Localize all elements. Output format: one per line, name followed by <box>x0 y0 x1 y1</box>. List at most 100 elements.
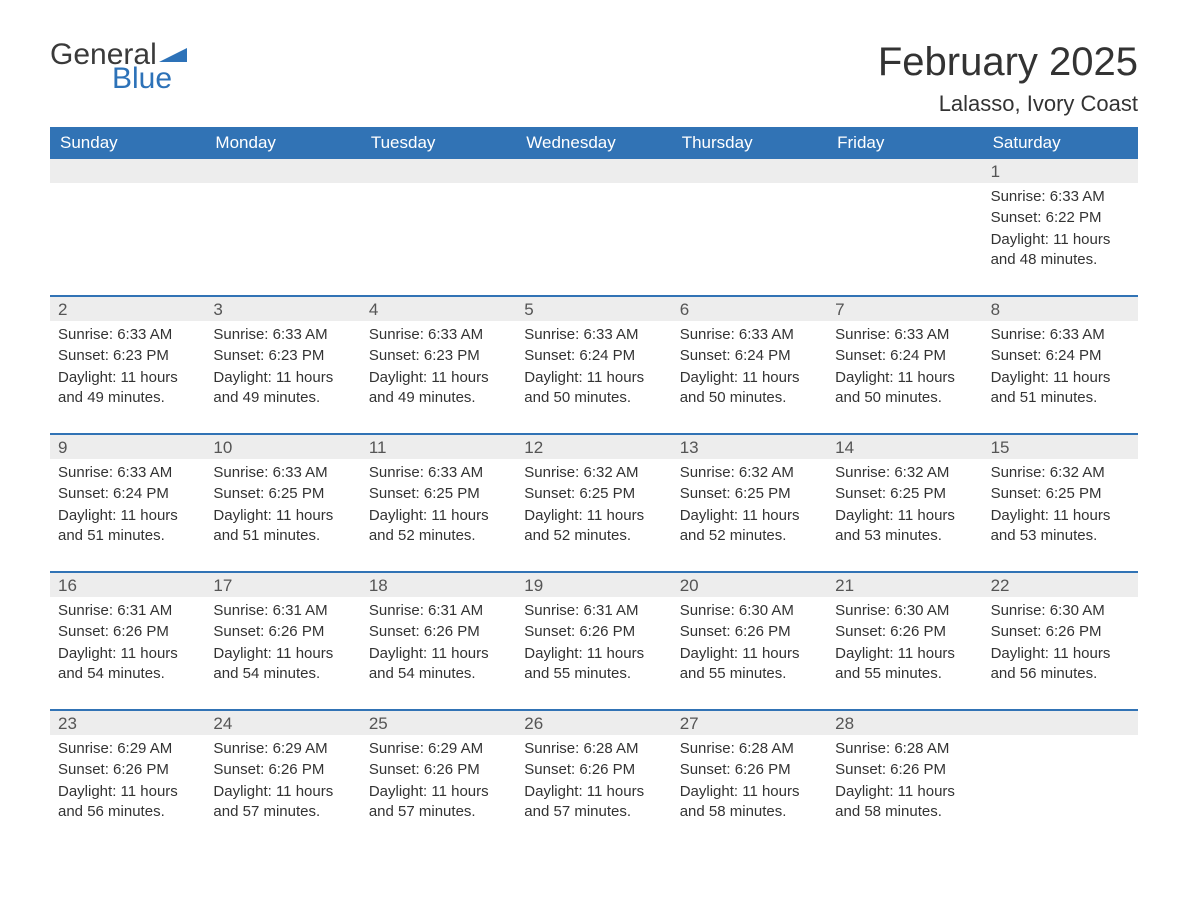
day-number: 2 <box>50 297 205 321</box>
brand-word2: Blue <box>112 64 187 94</box>
day-body: Sunrise: 6:32 AMSunset: 6:25 PMDaylight:… <box>983 459 1138 555</box>
sunset-line: Sunset: 6:26 PM <box>835 622 974 642</box>
sunrise-line: Sunrise: 6:33 AM <box>369 463 508 483</box>
daylight-line: Daylight: 11 hours and 52 minutes. <box>369 506 508 547</box>
day-number <box>827 159 982 183</box>
day-cell: 11Sunrise: 6:33 AMSunset: 6:25 PMDayligh… <box>361 435 516 555</box>
day-cell: 3Sunrise: 6:33 AMSunset: 6:23 PMDaylight… <box>205 297 360 417</box>
day-number: 12 <box>516 435 671 459</box>
day-body <box>672 183 827 195</box>
day-number: 10 <box>205 435 360 459</box>
daylight-line: Daylight: 11 hours and 49 minutes. <box>369 368 508 409</box>
day-number: 23 <box>50 711 205 735</box>
day-body: Sunrise: 6:33 AMSunset: 6:24 PMDaylight:… <box>50 459 205 555</box>
day-body <box>827 183 982 195</box>
day-number: 24 <box>205 711 360 735</box>
brand-logo: General Blue <box>50 40 187 94</box>
day-body: Sunrise: 6:28 AMSunset: 6:26 PMDaylight:… <box>672 735 827 831</box>
day-number: 15 <box>983 435 1138 459</box>
sunrise-line: Sunrise: 6:33 AM <box>524 325 663 345</box>
sunrise-line: Sunrise: 6:30 AM <box>991 601 1130 621</box>
daylight-line: Daylight: 11 hours and 58 minutes. <box>835 782 974 823</box>
sunrise-line: Sunrise: 6:31 AM <box>524 601 663 621</box>
day-number: 9 <box>50 435 205 459</box>
sunrise-line: Sunrise: 6:32 AM <box>524 463 663 483</box>
day-body <box>983 735 1138 747</box>
weekday-header: Tuesday <box>361 127 516 159</box>
daylight-line: Daylight: 11 hours and 56 minutes. <box>991 644 1130 685</box>
daylight-line: Daylight: 11 hours and 49 minutes. <box>213 368 352 409</box>
weekday-header-row: SundayMondayTuesdayWednesdayThursdayFrid… <box>50 127 1138 159</box>
day-cell: 15Sunrise: 6:32 AMSunset: 6:25 PMDayligh… <box>983 435 1138 555</box>
day-number: 6 <box>672 297 827 321</box>
sunset-line: Sunset: 6:26 PM <box>213 622 352 642</box>
day-number: 4 <box>361 297 516 321</box>
sunrise-line: Sunrise: 6:33 AM <box>213 325 352 345</box>
day-cell: 25Sunrise: 6:29 AMSunset: 6:26 PMDayligh… <box>361 711 516 831</box>
weekday-header: Saturday <box>983 127 1138 159</box>
day-body: Sunrise: 6:29 AMSunset: 6:26 PMDaylight:… <box>205 735 360 831</box>
day-body: Sunrise: 6:29 AMSunset: 6:26 PMDaylight:… <box>361 735 516 831</box>
sunset-line: Sunset: 6:26 PM <box>524 622 663 642</box>
sunrise-line: Sunrise: 6:32 AM <box>680 463 819 483</box>
sunset-line: Sunset: 6:26 PM <box>680 760 819 780</box>
day-body: Sunrise: 6:31 AMSunset: 6:26 PMDaylight:… <box>516 597 671 693</box>
daylight-line: Daylight: 11 hours and 57 minutes. <box>524 782 663 823</box>
day-number: 22 <box>983 573 1138 597</box>
sunset-line: Sunset: 6:23 PM <box>369 346 508 366</box>
sunset-line: Sunset: 6:26 PM <box>369 622 508 642</box>
daylight-line: Daylight: 11 hours and 54 minutes. <box>369 644 508 685</box>
day-number <box>983 711 1138 735</box>
sunrise-line: Sunrise: 6:33 AM <box>213 463 352 483</box>
day-body: Sunrise: 6:28 AMSunset: 6:26 PMDaylight:… <box>516 735 671 831</box>
day-cell: 16Sunrise: 6:31 AMSunset: 6:26 PMDayligh… <box>50 573 205 693</box>
day-cell <box>361 159 516 279</box>
sunset-line: Sunset: 6:25 PM <box>524 484 663 504</box>
sunrise-line: Sunrise: 6:28 AM <box>524 739 663 759</box>
day-number <box>672 159 827 183</box>
day-number: 5 <box>516 297 671 321</box>
daylight-line: Daylight: 11 hours and 58 minutes. <box>680 782 819 823</box>
daylight-line: Daylight: 11 hours and 50 minutes. <box>680 368 819 409</box>
day-cell: 19Sunrise: 6:31 AMSunset: 6:26 PMDayligh… <box>516 573 671 693</box>
sunrise-line: Sunrise: 6:29 AM <box>213 739 352 759</box>
day-cell: 22Sunrise: 6:30 AMSunset: 6:26 PMDayligh… <box>983 573 1138 693</box>
day-number <box>205 159 360 183</box>
day-cell: 13Sunrise: 6:32 AMSunset: 6:25 PMDayligh… <box>672 435 827 555</box>
sunset-line: Sunset: 6:24 PM <box>835 346 974 366</box>
weekday-header: Friday <box>827 127 982 159</box>
day-body <box>50 183 205 195</box>
day-number: 19 <box>516 573 671 597</box>
sunset-line: Sunset: 6:24 PM <box>680 346 819 366</box>
daylight-line: Daylight: 11 hours and 54 minutes. <box>58 644 197 685</box>
day-body: Sunrise: 6:33 AMSunset: 6:25 PMDaylight:… <box>361 459 516 555</box>
day-cell: 20Sunrise: 6:30 AMSunset: 6:26 PMDayligh… <box>672 573 827 693</box>
day-body: Sunrise: 6:32 AMSunset: 6:25 PMDaylight:… <box>672 459 827 555</box>
sunrise-line: Sunrise: 6:33 AM <box>58 325 197 345</box>
sunset-line: Sunset: 6:24 PM <box>58 484 197 504</box>
day-number <box>50 159 205 183</box>
day-body: Sunrise: 6:30 AMSunset: 6:26 PMDaylight:… <box>827 597 982 693</box>
week-row: 23Sunrise: 6:29 AMSunset: 6:26 PMDayligh… <box>50 709 1138 831</box>
weekday-header: Thursday <box>672 127 827 159</box>
sunrise-line: Sunrise: 6:33 AM <box>369 325 508 345</box>
day-number: 26 <box>516 711 671 735</box>
sunset-line: Sunset: 6:25 PM <box>213 484 352 504</box>
daylight-line: Daylight: 11 hours and 56 minutes. <box>58 782 197 823</box>
day-body: Sunrise: 6:30 AMSunset: 6:26 PMDaylight:… <box>983 597 1138 693</box>
day-number: 13 <box>672 435 827 459</box>
daylight-line: Daylight: 11 hours and 51 minutes. <box>991 368 1130 409</box>
day-cell <box>672 159 827 279</box>
sunset-line: Sunset: 6:26 PM <box>213 760 352 780</box>
weekday-header: Wednesday <box>516 127 671 159</box>
sunrise-line: Sunrise: 6:30 AM <box>680 601 819 621</box>
day-body: Sunrise: 6:31 AMSunset: 6:26 PMDaylight:… <box>50 597 205 693</box>
sunrise-line: Sunrise: 6:32 AM <box>991 463 1130 483</box>
sunrise-line: Sunrise: 6:33 AM <box>835 325 974 345</box>
daylight-line: Daylight: 11 hours and 49 minutes. <box>58 368 197 409</box>
day-body <box>516 183 671 195</box>
day-cell: 1Sunrise: 6:33 AMSunset: 6:22 PMDaylight… <box>983 159 1138 279</box>
day-number: 17 <box>205 573 360 597</box>
daylight-line: Daylight: 11 hours and 55 minutes. <box>524 644 663 685</box>
day-cell: 12Sunrise: 6:32 AMSunset: 6:25 PMDayligh… <box>516 435 671 555</box>
